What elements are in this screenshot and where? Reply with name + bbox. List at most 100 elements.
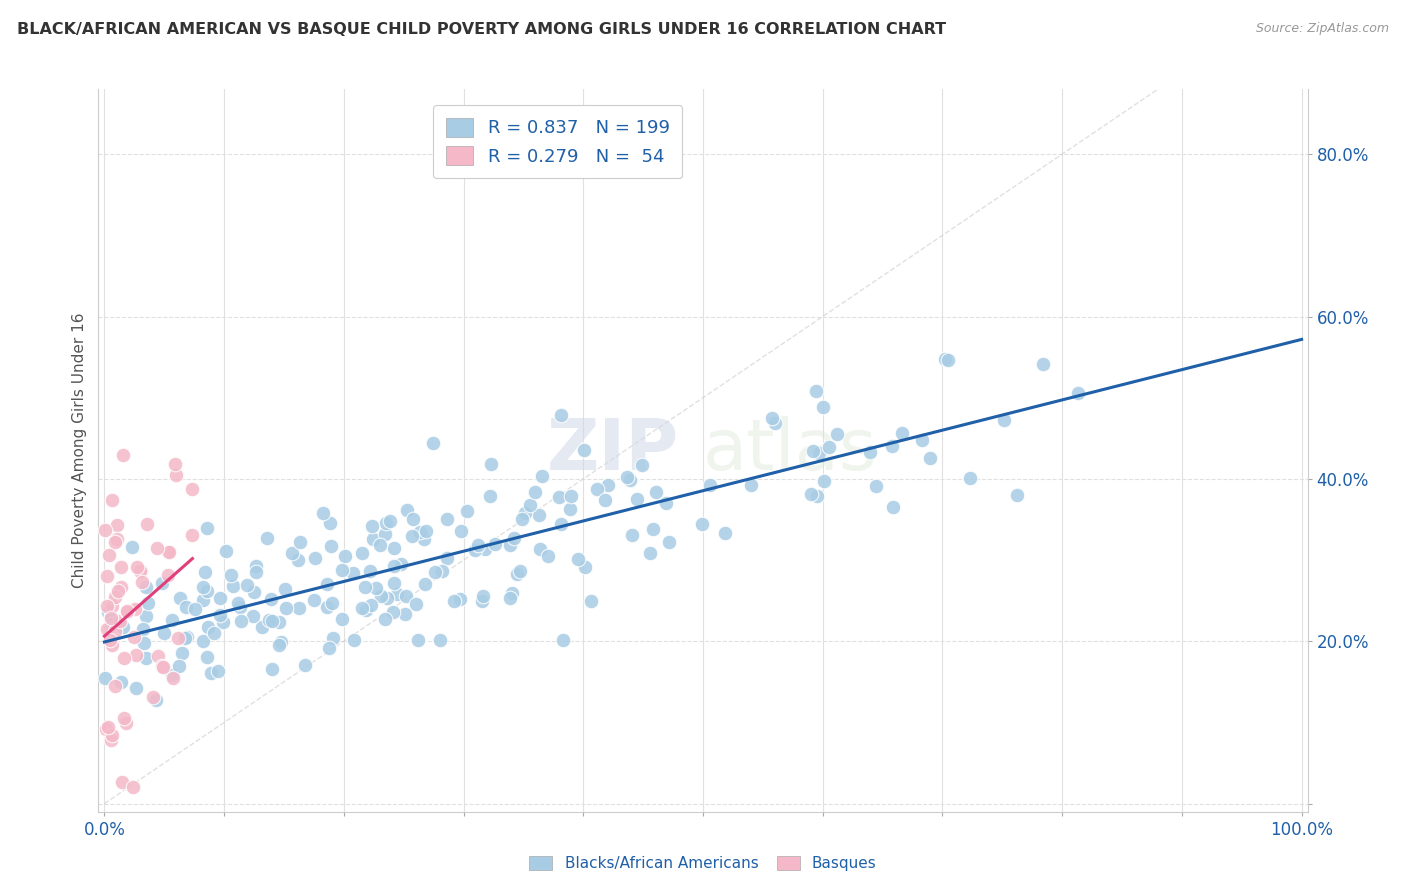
Point <box>157 545 180 559</box>
Point <box>333 549 356 563</box>
Point <box>98 548 121 562</box>
Point <box>825 427 848 442</box>
Point <box>450 524 472 538</box>
Point <box>409 524 432 539</box>
Point <box>104 534 127 549</box>
Point <box>501 586 523 600</box>
Point <box>550 409 572 423</box>
Point <box>474 541 496 556</box>
Point <box>250 619 273 633</box>
Point <box>858 444 880 458</box>
Point <box>934 352 956 367</box>
Point <box>193 581 215 595</box>
Point <box>643 522 665 536</box>
Point <box>270 635 292 649</box>
Point <box>104 590 127 604</box>
Point <box>529 508 551 522</box>
Point <box>302 592 325 607</box>
Point <box>415 524 437 538</box>
Point <box>422 435 444 450</box>
Point <box>384 541 406 555</box>
Point <box>1005 488 1028 502</box>
Point <box>117 605 139 619</box>
Point <box>413 577 436 591</box>
Point <box>207 664 229 678</box>
Point <box>176 631 198 645</box>
Point <box>631 458 654 472</box>
Point <box>162 671 184 685</box>
Point <box>505 566 527 581</box>
Point <box>911 433 934 447</box>
Point <box>959 471 981 485</box>
Point <box>111 775 134 789</box>
Text: atlas: atlas <box>703 416 877 485</box>
Point <box>382 558 405 573</box>
Point <box>288 535 311 549</box>
Point <box>107 518 129 533</box>
Point <box>104 679 127 693</box>
Point <box>124 648 146 662</box>
Point <box>547 490 569 504</box>
Point <box>502 531 524 545</box>
Point <box>173 632 195 646</box>
Point <box>464 542 486 557</box>
Point <box>499 591 522 606</box>
Point <box>131 575 153 590</box>
Point <box>229 600 252 615</box>
Point <box>235 578 257 592</box>
Point <box>165 467 187 482</box>
Point <box>146 541 169 555</box>
Point <box>993 412 1015 426</box>
Point <box>222 579 245 593</box>
Point <box>160 614 183 628</box>
Point <box>202 626 225 640</box>
Point <box>169 591 191 606</box>
Point <box>808 446 831 460</box>
Point <box>136 596 159 610</box>
Point <box>567 552 589 566</box>
Point <box>98 633 121 648</box>
Point <box>891 425 914 440</box>
Point <box>110 674 132 689</box>
Point <box>312 507 335 521</box>
Legend: Blacks/African Americans, Basques: Blacks/African Americans, Basques <box>523 850 883 877</box>
Point <box>142 690 165 704</box>
Point <box>122 780 145 795</box>
Point <box>574 559 596 574</box>
Point <box>655 496 678 510</box>
Point <box>243 585 266 599</box>
Text: ZIP: ZIP <box>547 416 679 485</box>
Point <box>342 566 364 580</box>
Point <box>523 484 546 499</box>
Point <box>374 612 396 626</box>
Point <box>361 532 384 546</box>
Point <box>467 538 489 552</box>
Point <box>100 609 122 624</box>
Point <box>880 439 903 453</box>
Point <box>938 353 960 368</box>
Point <box>370 589 392 603</box>
Point <box>343 632 366 647</box>
Point <box>115 604 138 618</box>
Point <box>100 611 122 625</box>
Point <box>350 546 373 560</box>
Point <box>132 636 155 650</box>
Point <box>114 716 136 731</box>
Point <box>319 539 342 553</box>
Point <box>550 516 572 531</box>
Point <box>318 641 340 656</box>
Point <box>132 622 155 636</box>
Point <box>551 632 574 647</box>
Point <box>322 631 344 645</box>
Point <box>813 475 835 489</box>
Point <box>315 576 337 591</box>
Point <box>96 569 118 583</box>
Point <box>125 681 148 695</box>
Point <box>101 599 124 613</box>
Point <box>242 608 264 623</box>
Point <box>257 613 280 627</box>
Point <box>368 538 391 552</box>
Point <box>449 592 471 607</box>
Point <box>208 608 231 623</box>
Point <box>112 448 135 462</box>
